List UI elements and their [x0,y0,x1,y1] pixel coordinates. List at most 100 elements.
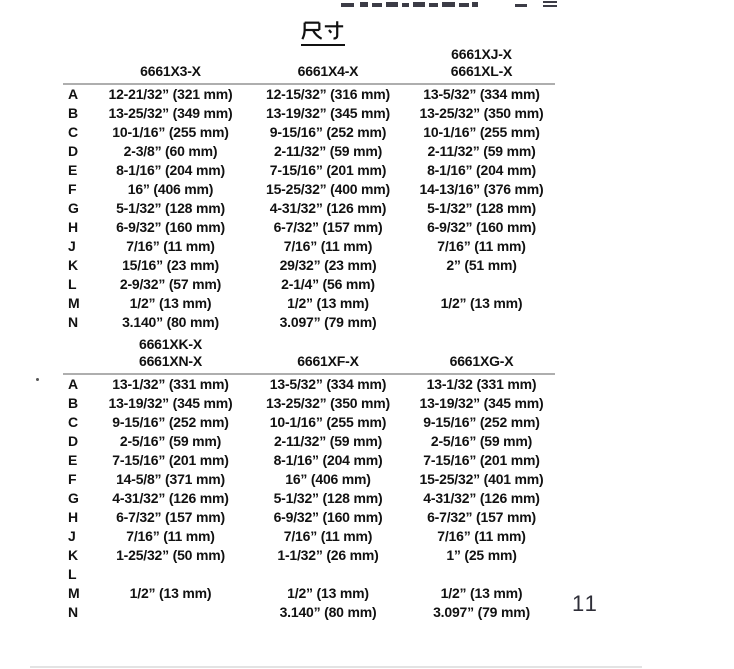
table-1-header: 6661X3-X 6661X4-X 6661XJ-X 6661XL-X [93,46,555,80]
dimension-value [248,565,408,584]
dimension-value: 10-1/16” (255 mm) [269,414,387,430]
dimension-value: 13-19/32” (345 mm) [419,395,544,411]
column-header-line1 [248,46,408,63]
dimension-value: 1-25/32” (50 mm) [116,547,225,563]
table-row: L 2-9/32” (57 mm) 2-1/4” (56 mm) [63,275,555,294]
dimension-value: 9-15/16” (252 mm) [423,414,540,430]
dimension-value [93,603,248,622]
dimension-value: 5-1/32” (128 mm) [427,200,536,216]
dimension-value: 2-5/16” (59 mm) [119,433,222,449]
row-label: F [68,181,77,197]
row-label: H [68,509,78,525]
table-row: C 9-15/16” (252 mm) 10-1/16” (255 mm) 9-… [63,413,555,432]
row-label: A [68,86,78,102]
page-title: 尺寸 [301,19,345,46]
dimension-value: 29/32” (23 mm) [279,257,377,273]
dimension-value: 2” (51 mm) [446,257,517,273]
dimension-value: 16” (406 mm) [285,471,371,487]
dimension-value: 7/16” (11 mm) [283,528,373,544]
table-row: G 5-1/32” (128 mm) 4-31/32” (126 mm) 5-1… [63,199,555,218]
table-row: E 7-15/16” (201 mm) 8-1/16” (204 mm) 7-1… [63,451,555,470]
column-header-line1 [248,336,408,353]
dimension-value: 13-25/32” (349 mm) [108,105,233,121]
table-1-rule [63,83,555,85]
dimension-value [408,565,555,584]
column-header-line2: 6661XF-X [297,353,359,369]
column-header-line2: 6661X3-X [140,63,201,79]
dimension-value: 13-25/32” (350 mm) [419,105,544,121]
column-header: 6661XG-X [408,336,555,370]
dimension-value: 14-13/16” (376 mm) [419,181,544,197]
column-header: 6661XJ-X 6661XL-X [408,46,555,80]
dimension-value: 6-7/32” (157 mm) [273,219,383,235]
dimension-value: 7/16” (11 mm) [126,238,215,254]
table-row: C 10-1/16” (255 mm) 9-15/16” (252 mm) 10… [63,123,555,142]
dimension-value: 7-15/16” (201 mm) [423,452,540,468]
row-label: L [68,276,77,292]
dimension-value: 9-15/16” (252 mm) [112,414,229,430]
dimension-value: 13-19/32” (345 mm) [108,395,233,411]
table-row: M 1/2” (13 mm) 1/2” (13 mm) 1/2” (13 mm) [63,294,555,313]
table-row: D 2-5/16” (59 mm) 2-11/32” (59 mm) 2-5/1… [63,432,555,451]
column-header-line1 [408,336,555,353]
dimensions-table-1: 6661X3-X 6661X4-X 6661XJ-X 6661XL-X A 12… [63,46,555,332]
row-label: N [68,314,78,330]
table-row: N 3.140” (80 mm) 3.097” (79 mm) [63,313,555,332]
table-row: K 15/16” (23 mm) 29/32” (23 mm) 2” (51 m… [63,256,555,275]
column-header-line2: 6661XG-X [449,353,514,369]
dimension-value: 1/2” (13 mm) [440,295,523,311]
column-header-line2: 6661XL-X [450,63,513,79]
row-label: M [68,295,80,311]
dimension-value: 10-1/16” (255 mm) [112,124,229,140]
dimension-value: 8-1/16” (204 mm) [116,162,225,178]
row-label: D [68,433,78,449]
dimension-value: 1-1/32” (26 mm) [277,547,379,563]
row-label: C [68,414,78,430]
dimension-value: 4-31/32” (126 mm) [112,490,229,506]
dimension-value: 2-3/8” (60 mm) [123,143,218,159]
dimension-value: 3.097” (79 mm) [433,604,530,620]
dimension-value: 13-19/32” (345 mm) [265,105,391,121]
dimension-value: 9-15/16” (252 mm) [269,124,387,140]
column-header-line1 [93,46,248,63]
column-header: 6661XK-X 6661XN-X [93,336,248,370]
dimension-value: 8-1/16” (204 mm) [427,162,536,178]
dimension-value: 1/2” (13 mm) [287,585,369,601]
page-number: 11 [572,591,599,616]
row-label: B [68,395,78,411]
row-label: H [68,219,78,235]
row-label: J [68,238,76,254]
stray-mark [36,378,39,381]
dimension-value: 13-5/32” (334 mm) [269,376,387,392]
dimension-value: 14-5/8” (371 mm) [116,471,225,487]
table-2-header: 6661XK-X 6661XN-X 6661XF-X 6661XG-X [93,336,555,370]
table-row: A 12-21/32” (321 mm) 12-15/32” (316 mm) … [63,85,555,104]
dimension-value: 12-15/32” (316 mm) [265,86,391,102]
dimension-value: 7-15/16” (201 mm) [269,162,387,178]
dimension-value [93,565,248,584]
table-row: J 7/16” (11 mm) 7/16” (11 mm) 7/16” (11 … [63,237,555,256]
dimension-value: 7/16” (11 mm) [126,528,215,544]
dimension-value: 6-9/32” (160 mm) [427,219,536,235]
row-label: C [68,124,78,140]
dimension-value: 6-9/32” (160 mm) [273,509,383,525]
dimension-value: 13-1/32” (331 mm) [112,376,229,392]
row-label: G [68,200,79,216]
table-row: H 6-7/32” (157 mm) 6-9/32” (160 mm) 6-7/… [63,508,555,527]
dimension-value: 7/16” (11 mm) [437,528,526,544]
dimensions-table-2: 6661XK-X 6661XN-X 6661XF-X 6661XG-X A [63,336,555,622]
table-row: M 1/2” (13 mm) 1/2” (13 mm) 1/2” (13 mm) [63,584,555,603]
dimension-value: 1/2” (13 mm) [129,585,212,601]
column-header: 6661X3-X [93,46,248,80]
dimension-value: 7/16” (11 mm) [437,238,526,254]
dimension-value: 3.140” (80 mm) [279,604,377,620]
dimension-value: 2-1/4” (56 mm) [281,276,375,292]
bottom-edge-line [30,666,642,668]
table-row: B 13-25/32” (349 mm) 13-19/32” (345 mm) … [63,104,555,123]
dimension-value: 1/2” (13 mm) [440,585,523,601]
table-row: G 4-31/32” (126 mm) 5-1/32” (128 mm) 4-3… [63,489,555,508]
dimension-value: 13-5/32” (334 mm) [423,86,540,102]
row-label: F [68,471,77,487]
cropped-text-fragment [341,0,571,8]
